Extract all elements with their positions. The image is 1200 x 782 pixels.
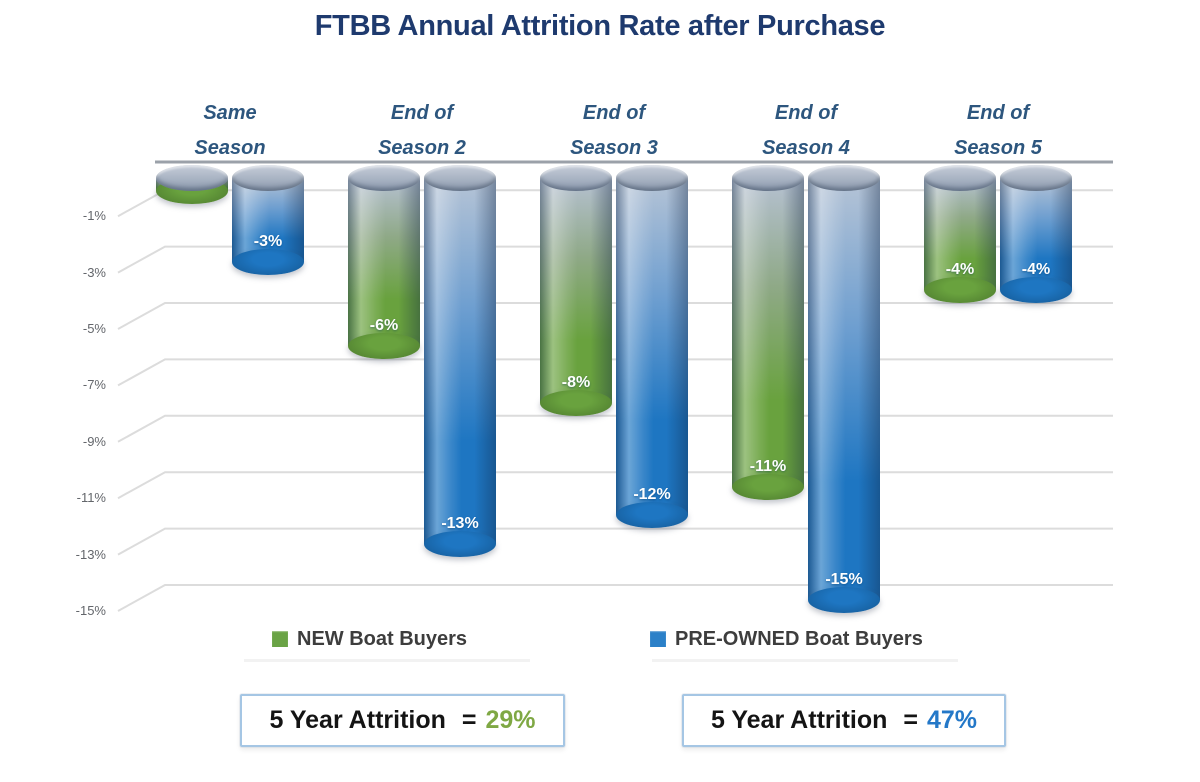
summary-box-preowned-value: 47% (927, 706, 978, 734)
cylinder-body (540, 178, 612, 403)
category-label-1: Same Season (145, 96, 315, 166)
cylinder-bottom-cap (1000, 277, 1072, 303)
cylinder-bar-new-cat5: -4% (924, 165, 996, 303)
cylinder-top-cap (424, 165, 496, 191)
chart-title: FTBB Annual Attrition Rate after Purchas… (314, 10, 886, 42)
y-axis-tick-label: -5% (82, 321, 106, 336)
cylinder-bar-preowned-cat2: -13% (424, 165, 496, 557)
category-label-line2: Season 3 (570, 137, 658, 159)
cylinder-body (348, 178, 420, 346)
cylinder-top-cap (1000, 165, 1072, 191)
y-axis-tick-label: -9% (82, 433, 106, 449)
category-label-line2: Season (194, 137, 266, 159)
cylinder-top-cap (232, 165, 304, 191)
category-label-5: End of Season 5 (913, 96, 1083, 166)
legend-item-new: NEW Boat Buyers (272, 624, 467, 654)
cylinder-bottom-cap (808, 587, 880, 613)
bar-value-label: -3% (253, 233, 283, 250)
cylinder-bottom-cap (540, 390, 612, 416)
category-label-2: End of Season 2 (337, 96, 507, 166)
category-label-3: End of Season 3 (529, 96, 699, 166)
cylinder-body (732, 178, 804, 487)
cylinder-top-cap (732, 165, 804, 191)
cylinder-top-cap (924, 165, 996, 191)
category-label-line1: End of (582, 102, 646, 124)
legend-item-preowned: PRE-OWNED Boat Buyers (650, 624, 923, 654)
summary-box-new-equals: = (461, 706, 477, 734)
legend-label-new: NEW Boat Buyers (297, 627, 468, 650)
category-label-line2: Season 5 (954, 137, 1042, 159)
category-label-line2: Season 2 (378, 137, 466, 159)
summary-box-new-value: 29% (485, 706, 536, 734)
legend-swatch-new-icon (272, 631, 288, 647)
category-label-4: End of Season 4 (721, 96, 891, 166)
cylinder-bottom-cap (348, 333, 420, 359)
category-label-line1: End of (390, 102, 454, 124)
category-label-line1: End of (966, 102, 1030, 124)
legend: NEW Boat Buyers PRE-OWNED Boat Buyers (0, 624, 1200, 654)
summary-box-preowned-label: 5 Year Attrition (710, 706, 888, 734)
summary-box-new: 5 Year Attrition = 29% (240, 694, 565, 747)
category-label-line2: Season 4 (762, 137, 850, 159)
cylinder-bar-preowned-cat5: -4% (1000, 165, 1072, 303)
summary-box-preowned-equals: = (903, 706, 918, 734)
cylinder-body (232, 178, 304, 262)
cylinder-bar-new-cat2: -6% (348, 165, 420, 359)
y-axis-tick-label: -11% (76, 490, 106, 506)
legend-label-preowned: PRE-OWNED Boat Buyers (675, 627, 923, 650)
legend-underline-shadow (652, 659, 958, 662)
cylinder-body (808, 178, 880, 600)
cylinder-top-cap (616, 165, 688, 191)
y-axis-tick-label: -3% (82, 264, 106, 280)
legend-underline-shadow (244, 659, 530, 662)
cylinder-body (924, 178, 996, 290)
summary-box-new-label: 5 Year Attrition (269, 706, 446, 734)
y-axis-tick-label: -15% (75, 603, 106, 618)
bar-value-label: -8% (561, 374, 591, 391)
summary-box-preowned: 5 Year Attrition = 47% (682, 694, 1006, 747)
cylinder-bar-preowned-cat3: -12% (616, 165, 688, 528)
cylinder-bottom-cap (232, 249, 304, 275)
cylinder-bottom-cap (616, 502, 688, 528)
bar-value-label: -11% (749, 458, 787, 475)
cylinder-bar-new-cat1 (156, 165, 228, 204)
cylinder-bottom-cap (732, 474, 804, 500)
bar-value-label: -4% (1021, 261, 1051, 278)
cylinder-bar-new-cat4: -11% (732, 165, 804, 500)
cylinder-bottom-cap (924, 277, 996, 303)
cylinder-body (1000, 178, 1072, 290)
category-label-line1: End of (774, 102, 838, 124)
y-axis-tick-label: -13% (75, 546, 106, 562)
cylinder-top-cap (156, 165, 228, 191)
y-axis-tick-label: -7% (82, 377, 106, 393)
bar-value-label: -13% (441, 515, 479, 532)
cylinder-top-cap (808, 165, 880, 191)
bar-value-label: -12% (633, 486, 671, 503)
bar-value-label: -15% (825, 571, 863, 588)
cylinder-bottom-cap (424, 531, 496, 557)
bar-value-label: -6% (369, 317, 399, 334)
cylinder-top-cap (540, 165, 612, 191)
legend-swatch-preowned-icon (650, 631, 666, 647)
cylinder-body (616, 178, 688, 515)
cylinder-body (424, 178, 496, 544)
category-label-line1: Same (203, 102, 257, 124)
y-axis-tick-label: -1% (82, 208, 106, 224)
cylinder-top-cap (348, 165, 420, 191)
bar-value-label: -4% (945, 261, 975, 278)
cylinder-bar-preowned-cat1: -3% (232, 165, 304, 275)
cylinder-bar-new-cat3: -8% (540, 165, 612, 416)
cylinder-bar-preowned-cat4: -15% (808, 165, 880, 613)
